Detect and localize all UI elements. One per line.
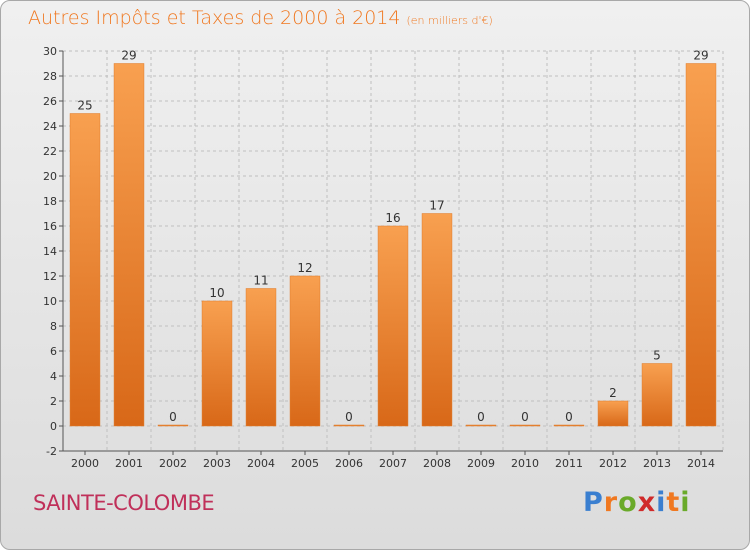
- y-tick-label: 12: [43, 270, 57, 283]
- bar: [685, 63, 717, 427]
- x-tick-label: 2004: [247, 457, 275, 470]
- bar: [553, 424, 585, 427]
- y-tick-label: 22: [43, 145, 57, 158]
- x-tick-label: 2005: [291, 457, 319, 470]
- x-tick-label: 2010: [511, 457, 539, 470]
- x-tick-label: 2001: [115, 457, 143, 470]
- bar-value-label: 0: [477, 410, 485, 424]
- y-tick-label: 16: [43, 220, 57, 233]
- bar-value-label: 2: [609, 386, 617, 400]
- commune-name: SAINTE-COLOMBE: [33, 491, 215, 515]
- x-tick-label: 2012: [599, 457, 627, 470]
- bar: [289, 275, 321, 427]
- proxiti-logo: Proxiti: [583, 487, 691, 518]
- logo-letter: o: [618, 487, 638, 518]
- y-tick-label: 28: [43, 70, 57, 83]
- bar: [201, 300, 233, 427]
- bar-value-label: 11: [253, 274, 268, 288]
- x-tick-label: 2011: [555, 457, 583, 470]
- y-tick-label: 30: [43, 45, 57, 58]
- y-tick-label: 2: [50, 395, 57, 408]
- y-tick-label: 20: [43, 170, 57, 183]
- bar-value-label: 0: [565, 410, 573, 424]
- x-tick-label: 2003: [203, 457, 231, 470]
- x-tick-label: 2009: [467, 457, 495, 470]
- bar: [465, 424, 497, 427]
- logo-letter: x: [637, 487, 657, 518]
- chart-title: Autres Impôts et Taxes de 2000 à 2014 (en…: [28, 7, 493, 29]
- bar: [377, 225, 409, 427]
- bar-value-label: 5: [653, 349, 661, 363]
- x-tick-label: 2014: [687, 457, 715, 470]
- x-tick-label: 2008: [423, 457, 451, 470]
- bar-value-label: 17: [429, 199, 444, 213]
- bar: [157, 424, 189, 427]
- bar: [641, 363, 673, 427]
- bar: [69, 113, 101, 427]
- y-tick-label: 4: [50, 370, 57, 383]
- y-tick-label: 18: [43, 195, 57, 208]
- bar-value-label: 16: [385, 211, 400, 225]
- y-tick-label: -2: [46, 445, 57, 458]
- logo-letter: P: [583, 487, 604, 518]
- bar-value-label: 0: [345, 410, 353, 424]
- x-tick-label: 2002: [159, 457, 187, 470]
- bar-value-label: 12: [297, 261, 312, 275]
- bar: [245, 288, 277, 427]
- bar: [333, 424, 365, 427]
- bar: [113, 63, 145, 427]
- logo-letter: r: [603, 487, 619, 518]
- chart-unit-label: (en milliers d'€): [406, 14, 493, 27]
- bar: [597, 400, 629, 427]
- bar-value-label: 25: [77, 99, 92, 113]
- y-tick-label: 10: [43, 295, 57, 308]
- y-tick-label: 14: [43, 245, 57, 258]
- bar-value-label: 0: [169, 410, 177, 424]
- bar-value-label: 29: [121, 49, 136, 63]
- chart-title-text: Autres Impôts et Taxes de 2000 à 2014: [28, 7, 401, 29]
- y-tick-label: 0: [50, 420, 57, 433]
- y-tick-label: 8: [50, 320, 57, 333]
- x-tick-label: 2013: [643, 457, 671, 470]
- logo-letter: i: [680, 487, 691, 518]
- logo-letter: i: [656, 487, 667, 518]
- bar-value-label: 29: [693, 49, 708, 63]
- bar-value-label: 0: [521, 410, 529, 424]
- logo-letter: t: [666, 487, 681, 518]
- bar: [421, 213, 453, 427]
- y-tick-label: 24: [43, 120, 57, 133]
- bar-value-label: 10: [209, 286, 224, 300]
- x-tick-label: 2007: [379, 457, 407, 470]
- x-tick-label: 2000: [71, 457, 99, 470]
- bar: [509, 424, 541, 427]
- y-tick-label: 26: [43, 95, 57, 108]
- x-tick-label: 2006: [335, 457, 363, 470]
- y-tick-label: 6: [50, 345, 57, 358]
